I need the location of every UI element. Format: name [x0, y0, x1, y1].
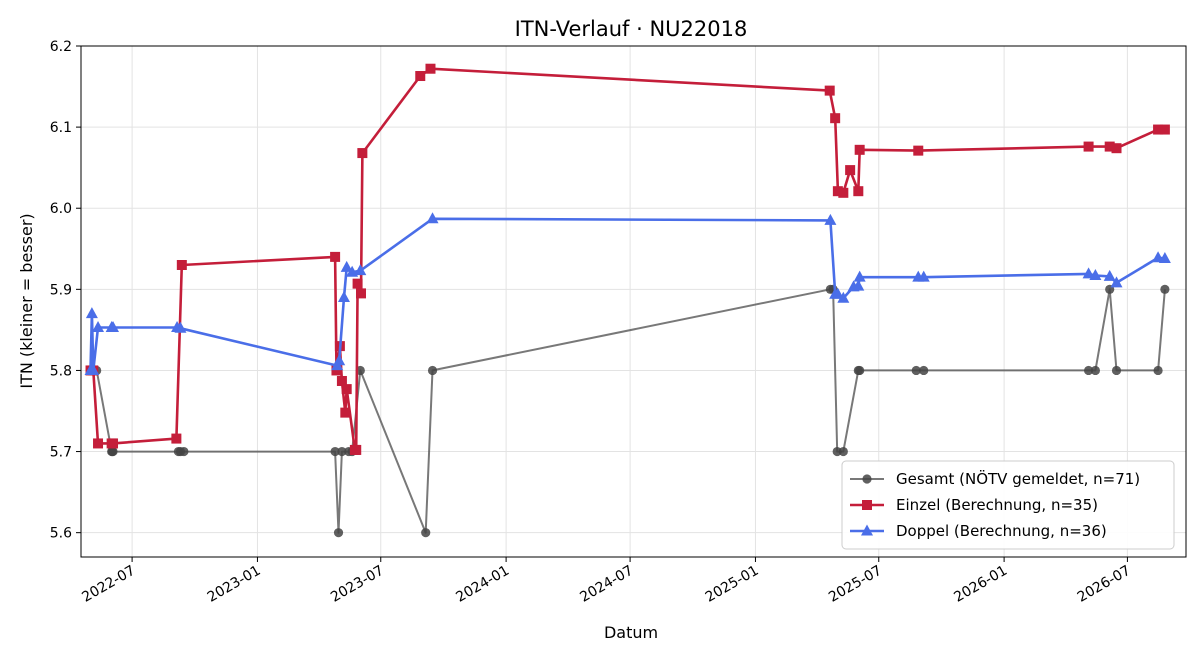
data-point [337, 290, 350, 302]
chart-title: ITN-Verlauf · NU22018 [515, 17, 748, 41]
grid [81, 45, 1186, 557]
data-point [1083, 141, 1094, 152]
data-point [108, 446, 118, 457]
data-point [340, 407, 351, 418]
legend-marker [862, 500, 872, 510]
data-point [352, 278, 363, 289]
data-point [853, 186, 864, 197]
series-square [85, 63, 1170, 455]
y-tick-label: 5.8 [50, 363, 72, 379]
data-point [1089, 269, 1102, 281]
data-point [1111, 143, 1122, 154]
data-point [854, 144, 865, 155]
data-point [107, 320, 120, 332]
data-point [1159, 124, 1170, 135]
data-point [1090, 365, 1100, 376]
data-point [333, 354, 346, 366]
data-point [1103, 269, 1116, 281]
data-point [426, 212, 439, 224]
data-point [838, 446, 848, 457]
data-point [830, 113, 841, 124]
data-point [341, 384, 352, 395]
y-tick-label: 6.2 [50, 39, 72, 55]
y-tick-label: 6.1 [50, 120, 72, 136]
data-point [1111, 365, 1122, 376]
data-point [176, 260, 187, 270]
data-point [1153, 124, 1164, 135]
data-point [913, 145, 924, 156]
data-point [1082, 267, 1095, 279]
data-point [331, 365, 342, 376]
data-point [92, 320, 105, 332]
y-tick-label: 5.9 [50, 282, 72, 298]
data-point [355, 288, 366, 299]
data-point [337, 446, 347, 457]
data-point [832, 186, 843, 197]
data-point [354, 264, 367, 276]
data-point [1104, 141, 1115, 152]
data-point [919, 365, 929, 376]
legend: Gesamt (NÖTV gemeldet, n=71) Einzel (Bere… [841, 460, 1175, 550]
data-point [1153, 365, 1163, 376]
legend-label: Doppel (Berechnung, n=36) [896, 522, 1107, 540]
data-point [330, 251, 341, 262]
data-point [845, 165, 856, 176]
data-point [1158, 252, 1171, 264]
data-point [85, 307, 98, 319]
data-point [108, 438, 119, 449]
data-point [831, 287, 844, 299]
legend-label: Einzel (Berechnung, n=35) [896, 496, 1098, 514]
data-point [415, 71, 426, 82]
data-point [911, 365, 921, 376]
legend-box [841, 460, 1175, 550]
y-axis-label: ITN (kleiner = besser) [17, 213, 36, 388]
data-point [855, 365, 865, 376]
data-point [852, 279, 865, 291]
data-point [421, 528, 431, 538]
plot-frame [80, 45, 1187, 558]
y-tick-label: 6.0 [50, 201, 72, 217]
data-point [853, 270, 866, 282]
data-point [824, 213, 837, 225]
data-point [1083, 365, 1094, 376]
series-triangle [84, 212, 1171, 375]
data-point [837, 291, 850, 303]
data-point [87, 363, 100, 375]
data-point [333, 528, 344, 538]
data-point [330, 446, 340, 457]
data-point [351, 444, 362, 455]
data-point [171, 433, 182, 444]
series-layer [84, 63, 1171, 538]
data-point [174, 321, 187, 333]
data-point [357, 148, 368, 159]
data-point [824, 85, 835, 96]
y-tick-label: 5.6 [50, 526, 72, 542]
data-point [838, 187, 849, 198]
data-point [1160, 284, 1170, 294]
legend-marker [861, 524, 873, 536]
data-point [427, 365, 438, 376]
data-point [179, 446, 189, 457]
legend-marker [862, 474, 872, 484]
data-point [336, 375, 347, 386]
legend-label: Gesamt (NÖTV gemeldet, n=71) [896, 469, 1140, 488]
data-point [93, 438, 104, 449]
data-point [1110, 276, 1123, 288]
data-point [340, 260, 353, 272]
y-tick-label: 5.7 [50, 445, 72, 461]
data-point [917, 270, 930, 282]
x-axis-label: Datum [604, 623, 658, 642]
data-point [425, 63, 436, 74]
